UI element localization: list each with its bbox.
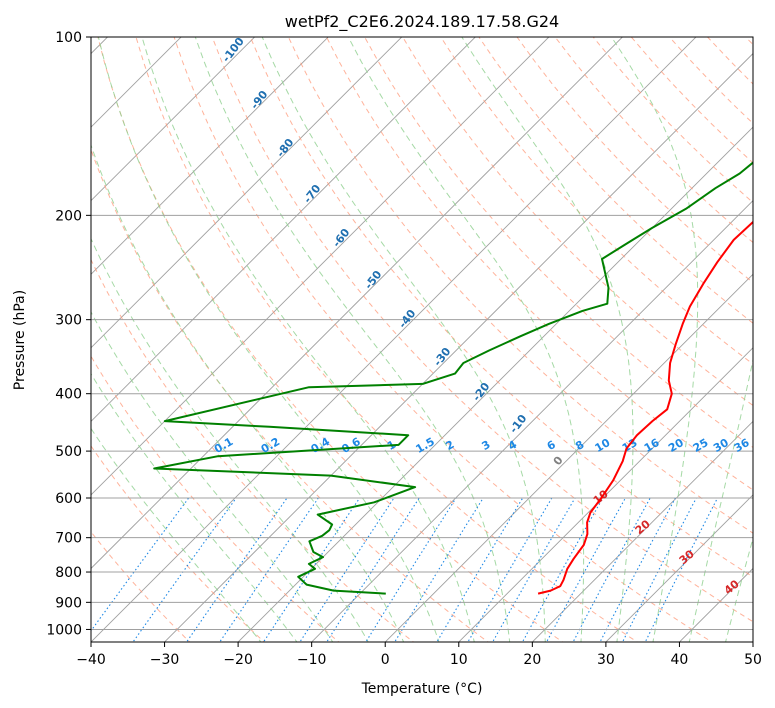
x-tick-label: 30 bbox=[597, 652, 615, 668]
isotherm-line bbox=[384, 273, 753, 642]
mixing-ratio-lines bbox=[91, 497, 718, 642]
plot-frame bbox=[90, 36, 754, 643]
dry-adiabat-line bbox=[364, 37, 753, 449]
mixing-ratio-line bbox=[521, 497, 604, 642]
isotherm-line bbox=[91, 37, 256, 202]
y-axis-title: Pressure (hPa) bbox=[12, 290, 28, 390]
x-tick-label: −40 bbox=[76, 652, 106, 668]
mixing-ratio-line bbox=[185, 497, 288, 642]
y-tick-label: 300 bbox=[55, 313, 82, 329]
isotherm-lines bbox=[91, 37, 753, 642]
x-tick-label: −10 bbox=[297, 652, 327, 668]
dewpoint-line bbox=[153, 161, 753, 595]
y-tick-label: 200 bbox=[55, 208, 82, 224]
mixing-ratio-line bbox=[219, 497, 319, 642]
moist-adiabat-line bbox=[91, 237, 369, 642]
y-tick-label: 800 bbox=[55, 565, 82, 581]
plot-area: 0.1 0.2 0.4 0.6 1 1.5 2 3 4 6 8 10 13 16 20 25 30 36-100-… bbox=[91, 37, 753, 642]
mixing-ratio-line bbox=[467, 497, 553, 642]
mixing-ratio-line bbox=[132, 497, 237, 642]
x-tick-label: 50 bbox=[744, 652, 762, 668]
isotherm-line bbox=[91, 37, 624, 570]
isotherm-line bbox=[91, 37, 403, 349]
mixing-ratio-line bbox=[326, 497, 420, 642]
isotherm-line bbox=[237, 126, 753, 642]
moist-adiabat-line bbox=[91, 143, 405, 642]
isotherm-line bbox=[458, 347, 753, 642]
y-tick-label: 100 bbox=[55, 30, 82, 46]
y-tick-label: 1000 bbox=[46, 622, 82, 638]
isotherm-line bbox=[531, 420, 753, 642]
isotherm-line bbox=[91, 37, 476, 422]
y-tick-label: 600 bbox=[55, 491, 82, 507]
x-tick-label: −30 bbox=[150, 652, 180, 668]
x-tick-label: 10 bbox=[450, 652, 468, 668]
mixing-ratio-line bbox=[365, 497, 457, 642]
dry-adiabat-line bbox=[249, 37, 753, 578]
isotherm-line bbox=[91, 37, 329, 275]
dry-adiabat-line bbox=[211, 37, 753, 623]
dry-adiabat-line bbox=[402, 37, 753, 407]
x-axis-title: Temperature (°C) bbox=[361, 681, 483, 697]
chart-title: wetPf2_C2E6.2024.189.17.58.G24 bbox=[285, 12, 559, 32]
dry-adiabat-line bbox=[91, 148, 489, 642]
pressure-gridlines bbox=[91, 37, 753, 630]
x-tick-label: 40 bbox=[671, 652, 689, 668]
isotherm-line bbox=[311, 200, 753, 642]
isotherm-line bbox=[91, 37, 697, 642]
temperature-line bbox=[537, 220, 753, 595]
x-tick-label: −20 bbox=[223, 652, 253, 668]
axes: −40 −30 −20 −10 0 10 20 30 40 50 1000 900 800 700 600 5… bbox=[46, 30, 762, 668]
sounding-series bbox=[153, 161, 753, 595]
isotherm-line bbox=[91, 37, 550, 496]
y-tick-label: 500 bbox=[55, 444, 82, 460]
mixing-ratio-line bbox=[492, 497, 576, 642]
mixing-ratio-line bbox=[644, 497, 718, 642]
isotherm-line bbox=[605, 494, 753, 642]
x-tick-label: 0 bbox=[381, 652, 390, 668]
x-tick-label: 20 bbox=[523, 652, 541, 668]
y-tick-label: 900 bbox=[55, 595, 82, 611]
y-tick-label: 400 bbox=[55, 387, 82, 403]
y-tick-label: 700 bbox=[55, 531, 82, 547]
mixing-ratio-line bbox=[436, 497, 524, 642]
dry-adiabat-line bbox=[97, 37, 564, 642]
isotherm-line bbox=[91, 37, 182, 128]
dry-adiabat-line bbox=[173, 37, 713, 642]
